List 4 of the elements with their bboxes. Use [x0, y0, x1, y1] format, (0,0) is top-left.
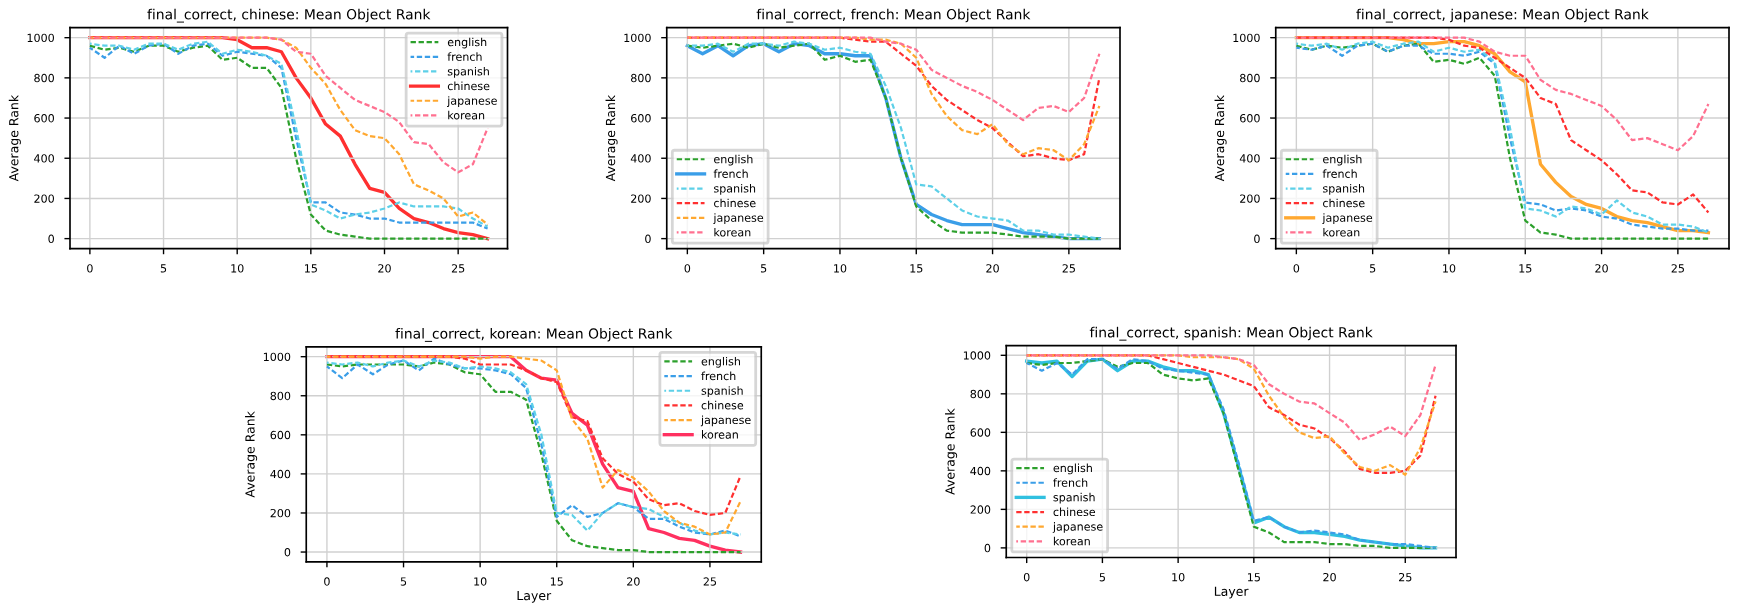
line-series [686, 36, 1101, 122]
line-series [686, 36, 1101, 162]
line-series [1295, 36, 1710, 152]
line-series [1025, 354, 1437, 442]
